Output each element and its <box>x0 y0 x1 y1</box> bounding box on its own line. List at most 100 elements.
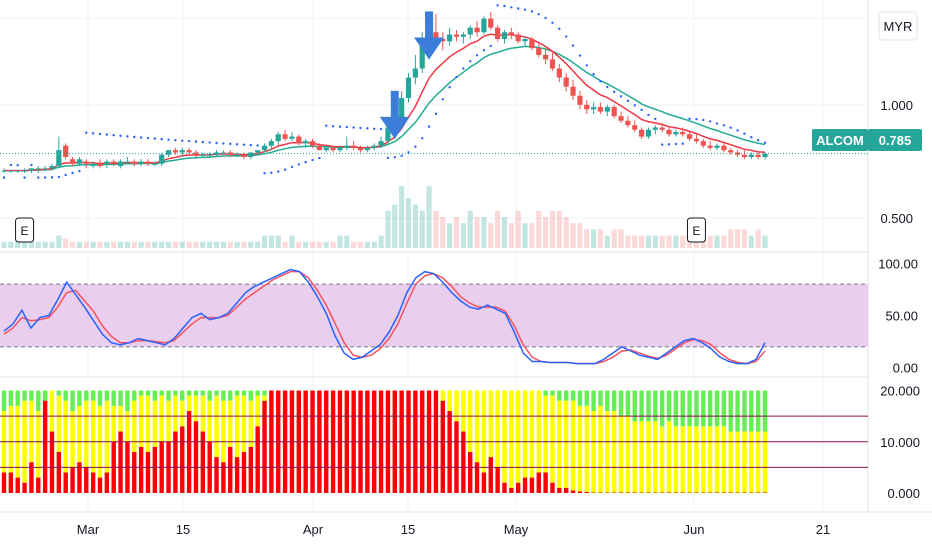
candle-body <box>419 41 425 69</box>
hist-bar-red <box>241 452 247 493</box>
volume-bar <box>193 241 199 248</box>
sar-dot <box>352 126 355 129</box>
candle-body <box>405 77 412 99</box>
candle-body <box>282 134 288 139</box>
volume-bar <box>289 235 295 248</box>
hist-bar-red <box>570 490 576 493</box>
hist-bar-red <box>70 467 75 493</box>
hist-bar-red <box>481 472 487 493</box>
volume-bar <box>104 241 110 248</box>
hist-bar-yellow <box>440 390 445 401</box>
volume-bar <box>330 241 336 248</box>
sar-dot <box>489 44 492 48</box>
hist-bar-red <box>762 492 768 493</box>
hist-bar-red <box>186 411 192 493</box>
volume-bar <box>309 241 316 248</box>
volume-bar <box>35 241 41 248</box>
volume-bar <box>501 217 508 248</box>
histogram-pane[interactable] <box>0 390 868 493</box>
hist-bar-yellow <box>543 395 548 473</box>
hist-bar-green <box>193 390 199 396</box>
hist-bar-red <box>138 446 144 493</box>
sar-dot <box>660 143 664 146</box>
candle-body <box>138 161 144 164</box>
time-tick-label: Mar <box>77 522 100 537</box>
candle-body <box>433 32 439 40</box>
earnings-label: E <box>692 224 700 238</box>
sar-dot <box>654 117 657 121</box>
candle-body <box>604 107 610 112</box>
hist-bar-green <box>1 390 7 412</box>
candle-body <box>440 39 446 42</box>
hist-bar-yellow <box>509 390 514 488</box>
volume-bar <box>714 235 720 248</box>
candle-body <box>63 145 69 157</box>
candle-body <box>597 107 604 112</box>
volume-bar <box>549 210 556 248</box>
hist-bar-green <box>762 390 768 432</box>
earnings-marker[interactable]: E <box>15 217 35 243</box>
candle-body <box>303 141 309 144</box>
hist-bar-green <box>646 390 651 422</box>
hist-bar-green <box>632 390 637 422</box>
hist-bar-yellow <box>447 390 452 412</box>
sar-dot <box>468 60 472 63</box>
hist-bar-yellow <box>639 421 644 493</box>
hist-bar-green <box>132 390 137 401</box>
candle-body <box>474 27 480 33</box>
sar-dot <box>194 140 198 143</box>
hist-bar-red <box>550 482 555 493</box>
time-axis[interactable]: Mar 15 Apr 15 May Jun 21 <box>77 522 830 537</box>
ema-slow-line <box>4 45 766 172</box>
sar-dot <box>688 117 691 120</box>
candle-body <box>515 34 521 42</box>
hist-bar-green <box>8 390 14 406</box>
earnings-marker[interactable]: E <box>686 217 706 243</box>
volume-bar <box>597 229 604 248</box>
hist-bar-red <box>173 431 178 493</box>
time-tick-label: 21 <box>816 522 830 537</box>
volume-bar <box>261 235 268 248</box>
volume-bar <box>97 241 103 248</box>
hist-bar-yellow <box>255 395 260 427</box>
volume-bar <box>227 241 233 248</box>
hist-bar-green <box>666 390 672 422</box>
sar-dot <box>57 175 61 179</box>
candle-body <box>570 86 576 96</box>
earnings-label: E <box>21 224 29 238</box>
hist-bar-green <box>214 390 219 396</box>
sar-dot <box>105 133 109 136</box>
sar-dot <box>462 67 465 70</box>
volume-bar <box>124 241 131 248</box>
candle-body <box>159 154 165 164</box>
sar-dot <box>167 138 170 141</box>
candle-body <box>659 127 665 130</box>
sar-dot <box>612 90 616 94</box>
candle-body <box>275 134 281 142</box>
volume-bar <box>63 238 69 248</box>
hist-bar-green <box>228 390 233 401</box>
hist-bar-green <box>639 390 644 422</box>
hist-bar-red <box>15 477 20 493</box>
price-axis[interactable]: 11.0000.500100.0050.000.0020.00010.0000.… <box>878 12 920 501</box>
sar-dot <box>98 132 102 136</box>
sar-dot <box>242 143 246 146</box>
hist-bar-red <box>673 492 679 493</box>
hist-bar-green <box>173 390 178 396</box>
hist-bar-green <box>207 390 212 401</box>
hist-bar-yellow <box>262 395 267 401</box>
hist-bar-red <box>735 492 740 493</box>
stochastic-pane[interactable] <box>0 268 868 365</box>
hist-bar-yellow <box>557 400 562 488</box>
candle-body <box>117 161 124 167</box>
volume-bar <box>385 210 391 248</box>
hist-bar-yellow <box>159 395 164 442</box>
sar-dot <box>359 126 362 130</box>
volume-bar <box>15 241 21 248</box>
volume-bar <box>570 223 576 248</box>
hist-bar-yellow <box>742 431 747 493</box>
candle-body <box>522 39 528 42</box>
currency-badge[interactable]: MYR <box>878 11 918 41</box>
